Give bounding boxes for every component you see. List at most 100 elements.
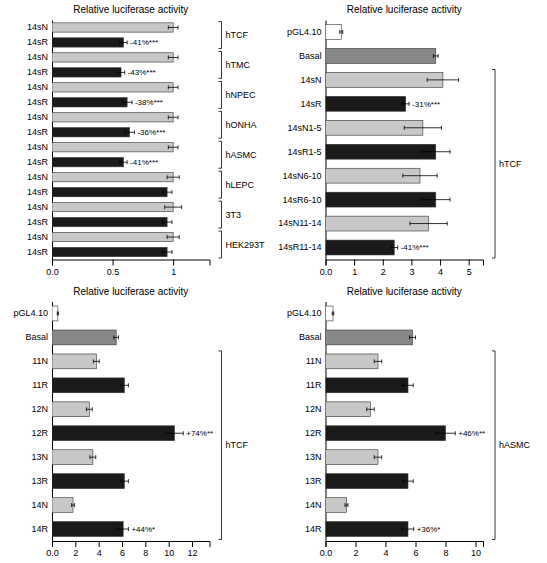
error-bar xyxy=(403,479,414,483)
y-tick-label: pGL4.10 xyxy=(287,27,322,37)
bar xyxy=(52,232,173,241)
x-tick: 1 xyxy=(171,260,176,277)
x-tick-mark xyxy=(169,541,170,547)
group-label: hTCF xyxy=(226,440,249,450)
x-tick-mark xyxy=(356,541,357,547)
group-label: hTCF xyxy=(499,159,522,169)
y-tick-label: 14sN xyxy=(27,232,48,242)
error-bar-line xyxy=(167,235,179,239)
y-tick: 14sN xyxy=(300,75,325,85)
error-bar-line xyxy=(93,359,99,363)
x-tick-mark xyxy=(354,260,355,266)
x-axis-line xyxy=(326,542,484,548)
error-bar xyxy=(402,102,409,106)
annotation: +44%* xyxy=(131,525,155,534)
error-bar xyxy=(367,407,375,411)
error-bar xyxy=(72,503,75,507)
y-tick-label: 14R xyxy=(31,524,48,534)
y-tick: 14sR xyxy=(27,127,52,137)
group-bracket xyxy=(219,51,222,78)
panel: Relative luciferase activity0.00.5114sN1… xyxy=(27,4,265,277)
x-tick-mark xyxy=(411,260,412,266)
x-tick-mark xyxy=(326,541,327,547)
x-tick: 0.0 xyxy=(320,260,333,277)
error-bar-line xyxy=(166,431,184,435)
bar xyxy=(52,522,123,537)
y-tick-label: 14sN xyxy=(27,22,48,32)
error-bar-line xyxy=(120,479,128,483)
annotation: -43%*** xyxy=(128,68,156,77)
y-tick-label: 11R xyxy=(306,380,322,390)
error-bar xyxy=(403,383,414,387)
error-bar xyxy=(167,175,179,179)
error-bar xyxy=(57,311,58,315)
group-bracket xyxy=(492,351,495,540)
error-bar-line xyxy=(403,479,414,483)
bar xyxy=(52,98,127,107)
group-label: hONHA xyxy=(226,120,257,130)
group-label: hTMC xyxy=(226,60,251,70)
x-tick-mark xyxy=(145,541,146,547)
x-tick-label: 1 xyxy=(171,267,176,277)
bar xyxy=(326,72,443,87)
error-bar-line xyxy=(168,85,178,89)
group-label: hTCF xyxy=(226,30,249,40)
error-bar-line xyxy=(125,130,135,134)
error-bar-line xyxy=(120,383,128,387)
bar xyxy=(52,330,116,345)
y-tick-label: 14sN xyxy=(27,82,48,92)
error-bar xyxy=(162,190,172,194)
group-bracket xyxy=(219,22,222,49)
annotation: -38%*** xyxy=(135,98,163,107)
error-bar-line xyxy=(403,174,437,178)
bar xyxy=(52,498,73,513)
x-tick: 10 xyxy=(471,541,481,558)
x-tick-mark xyxy=(326,260,327,266)
x-tick-label: 6 xyxy=(120,548,125,558)
error-bar xyxy=(114,335,119,339)
error-bar xyxy=(168,145,178,149)
error-bar xyxy=(433,54,438,58)
bar xyxy=(52,188,167,197)
bar xyxy=(326,306,334,321)
y-tick: 12R xyxy=(31,428,52,438)
bar xyxy=(52,474,124,489)
error-bar xyxy=(93,359,99,363)
x-tick-mark xyxy=(113,260,114,266)
x-tick: 4 xyxy=(97,541,102,558)
y-tick-label: 14sN11-14 xyxy=(278,218,321,228)
y-tick: 14sN xyxy=(27,232,52,242)
x-tick-label: 0.0 xyxy=(320,267,333,277)
annotation: -41%*** xyxy=(401,243,429,252)
y-tick: Basal xyxy=(299,51,326,61)
error-bar xyxy=(404,126,441,130)
bar xyxy=(326,144,436,159)
y-tick-label: 11N xyxy=(32,356,48,366)
y-tick: 14R xyxy=(305,524,326,534)
error-bar xyxy=(410,222,447,226)
y-tick: 14sN xyxy=(27,202,52,212)
bar xyxy=(326,498,347,513)
y-tick: 14sR1-5 xyxy=(287,147,325,157)
group-label: 3T3 xyxy=(226,210,242,220)
x-tick-label: 6 xyxy=(413,548,418,558)
chart-title: Relative luciferase activity xyxy=(347,286,462,297)
y-tick-label: 14sR xyxy=(27,187,49,197)
bar xyxy=(52,143,173,152)
annotation: -31%*** xyxy=(412,100,440,109)
panel: Relative luciferase activity0.024681012p… xyxy=(13,286,248,559)
x-tick-label: 4 xyxy=(438,267,443,277)
error-bar-line xyxy=(345,503,348,507)
y-tick-label: 14sR xyxy=(27,97,49,107)
bar xyxy=(52,450,93,465)
x-tick: 8 xyxy=(443,541,448,558)
bar xyxy=(52,68,121,77)
x-tick-mark xyxy=(122,541,123,547)
error-bar xyxy=(374,359,382,363)
error-bar-line xyxy=(436,431,456,435)
group-bracket xyxy=(492,69,495,258)
y-tick-label: 14sR xyxy=(27,217,49,227)
x-tick-mark xyxy=(99,541,100,547)
y-tick-label: 14sR xyxy=(27,157,49,167)
error-bar-line xyxy=(168,145,178,149)
